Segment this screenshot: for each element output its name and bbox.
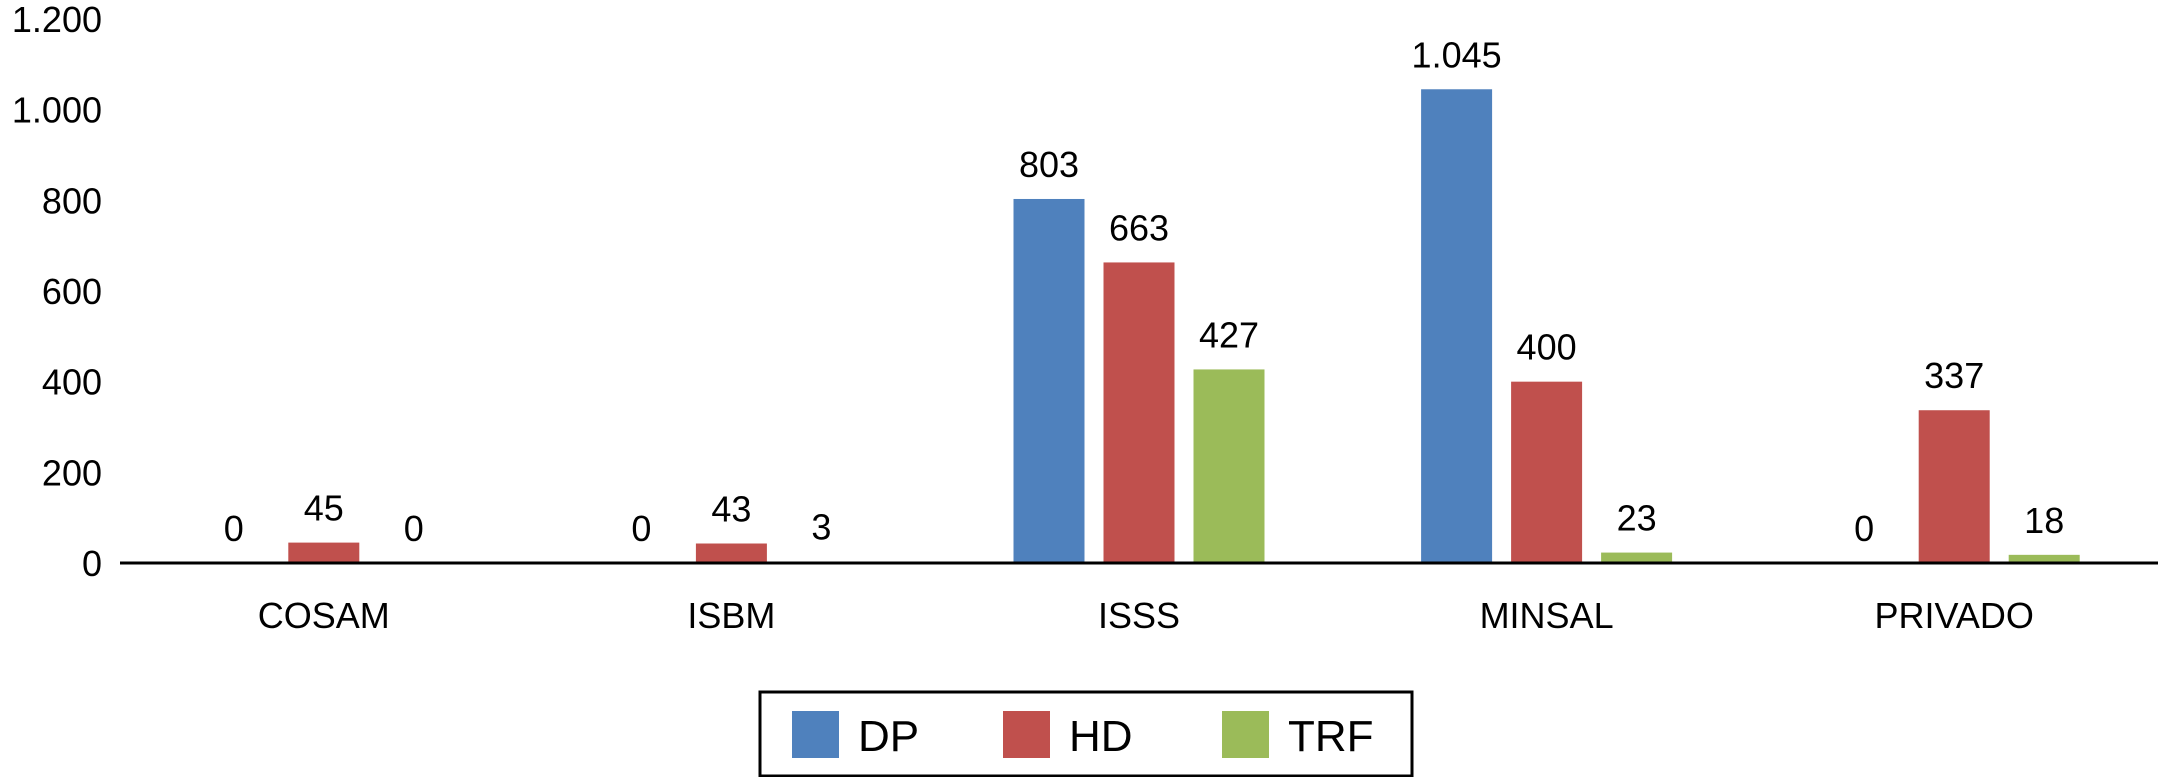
data-label: 43 <box>711 489 751 530</box>
bar-hd <box>695 543 767 563</box>
y-axis: 0 200 400 600 800 1.000 1.200 <box>12 0 102 584</box>
category-label: COSAM <box>258 595 390 636</box>
data-label: 0 <box>1854 508 1874 549</box>
y-tick-label: 0 <box>82 543 102 584</box>
y-tick-label: 800 <box>42 180 102 221</box>
data-label: 337 <box>1924 355 1984 396</box>
y-tick-label: 200 <box>42 452 102 493</box>
legend-label-hd: HD <box>1069 712 1133 761</box>
bar-trf <box>2008 554 2080 563</box>
data-label: 3 <box>811 507 831 548</box>
legend-swatch-dp <box>792 711 839 758</box>
data-label: 0 <box>404 508 424 549</box>
x-axis: COSAM ISBM ISSS MINSAL PRIVADO <box>258 595 2034 636</box>
legend-box <box>758 690 1414 777</box>
data-label: 803 <box>1019 144 1079 185</box>
category-label: ISSS <box>1098 595 1180 636</box>
legend-label-trf: TRF <box>1288 712 1374 761</box>
legend-swatch-hd <box>1003 711 1050 758</box>
bars-group <box>288 89 2080 564</box>
data-label: 427 <box>1199 314 1259 355</box>
data-label: 18 <box>2024 500 2064 541</box>
data-label: 23 <box>1617 498 1657 539</box>
legend-swatch-trf <box>1222 711 1269 758</box>
bar-hd <box>1918 410 1990 563</box>
y-tick-label: 400 <box>42 362 102 403</box>
data-label: 45 <box>304 488 344 529</box>
category-label: PRIVADO <box>1875 595 2034 636</box>
data-label: 0 <box>631 508 651 549</box>
y-tick-label: 600 <box>42 271 102 312</box>
bar-hd <box>1103 262 1175 563</box>
y-tick-label: 1.200 <box>12 0 102 40</box>
bar-dp <box>1013 198 1085 563</box>
data-label: 1.045 <box>1412 34 1502 75</box>
data-labels-group: 0 45 0 0 43 3 803 663 427 1.045 400 23 0 337 18 <box>224 34 2064 549</box>
data-label: 663 <box>1109 207 1169 248</box>
legend: DP HD TRF <box>758 690 1414 777</box>
legend-label-dp: DP <box>858 712 919 761</box>
bar-trf <box>1193 369 1265 563</box>
data-label: 400 <box>1517 327 1577 368</box>
y-tick-label: 1.000 <box>12 90 102 131</box>
data-label: 0 <box>224 508 244 549</box>
category-label: ISBM <box>687 595 775 636</box>
bar-hd <box>1511 381 1583 563</box>
category-label: MINSAL <box>1480 595 1614 636</box>
bar-hd <box>288 542 360 563</box>
bar-dp <box>1421 89 1493 564</box>
bar-trf <box>1601 552 1673 563</box>
